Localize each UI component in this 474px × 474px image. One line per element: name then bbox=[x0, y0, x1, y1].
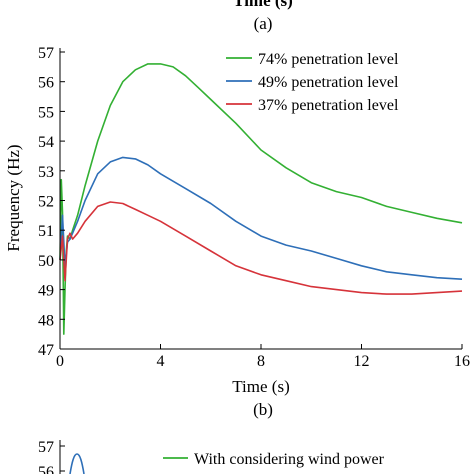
y-tick-label: 52 bbox=[38, 194, 54, 211]
x-tick-label: 8 bbox=[257, 353, 265, 370]
chart-b-ylabel: Frequency (Hz) bbox=[4, 144, 23, 251]
y-tick-label: 56 bbox=[38, 75, 54, 92]
y-tick-label: 50 bbox=[38, 253, 54, 270]
c-legend-label-1: With considering wind power bbox=[194, 451, 385, 468]
legend-label-2: 49% penetration level bbox=[258, 74, 399, 91]
y-tick-label: 57 bbox=[38, 45, 54, 62]
y-tick-label: 47 bbox=[38, 342, 54, 359]
legend-label-3: 37% penetration level bbox=[258, 97, 399, 114]
chart-b-legend: 74% penetration level 49% penetration lev… bbox=[226, 51, 399, 114]
top-panel-xlabel: Time (s) bbox=[233, 0, 293, 10]
y-tick-label: 53 bbox=[38, 164, 54, 181]
y-tick-label: 54 bbox=[38, 134, 54, 151]
middle-panel-label: (b) bbox=[253, 400, 273, 419]
chart-b-xlabel: Time (s) bbox=[232, 377, 289, 396]
c-partial-curve bbox=[69, 453, 85, 474]
chart-c: 57 56 With considering wind power bbox=[38, 439, 385, 474]
y-tick-label: 51 bbox=[38, 223, 54, 240]
series-line-3 bbox=[59, 201, 463, 295]
chart-b-series-lines bbox=[59, 63, 463, 335]
c-y-tick-label: 57 bbox=[38, 439, 54, 456]
legend-label-1: 74% penetration level bbox=[258, 51, 399, 68]
y-tick-label: 49 bbox=[38, 283, 54, 300]
series-line-2 bbox=[59, 156, 463, 280]
x-tick-label: 12 bbox=[354, 353, 370, 370]
top-panel-label: (a) bbox=[254, 14, 273, 33]
x-tick-label: 4 bbox=[157, 353, 165, 370]
c-y-tick-label: 56 bbox=[38, 464, 54, 474]
x-tick-label: 0 bbox=[56, 353, 64, 370]
y-tick-label: 48 bbox=[38, 312, 54, 329]
chart-c-axes: 57 56 bbox=[38, 439, 85, 474]
y-tick-label: 55 bbox=[38, 104, 54, 121]
chart-c-legend: With considering wind power bbox=[163, 451, 385, 468]
x-tick-label: 16 bbox=[454, 353, 470, 370]
